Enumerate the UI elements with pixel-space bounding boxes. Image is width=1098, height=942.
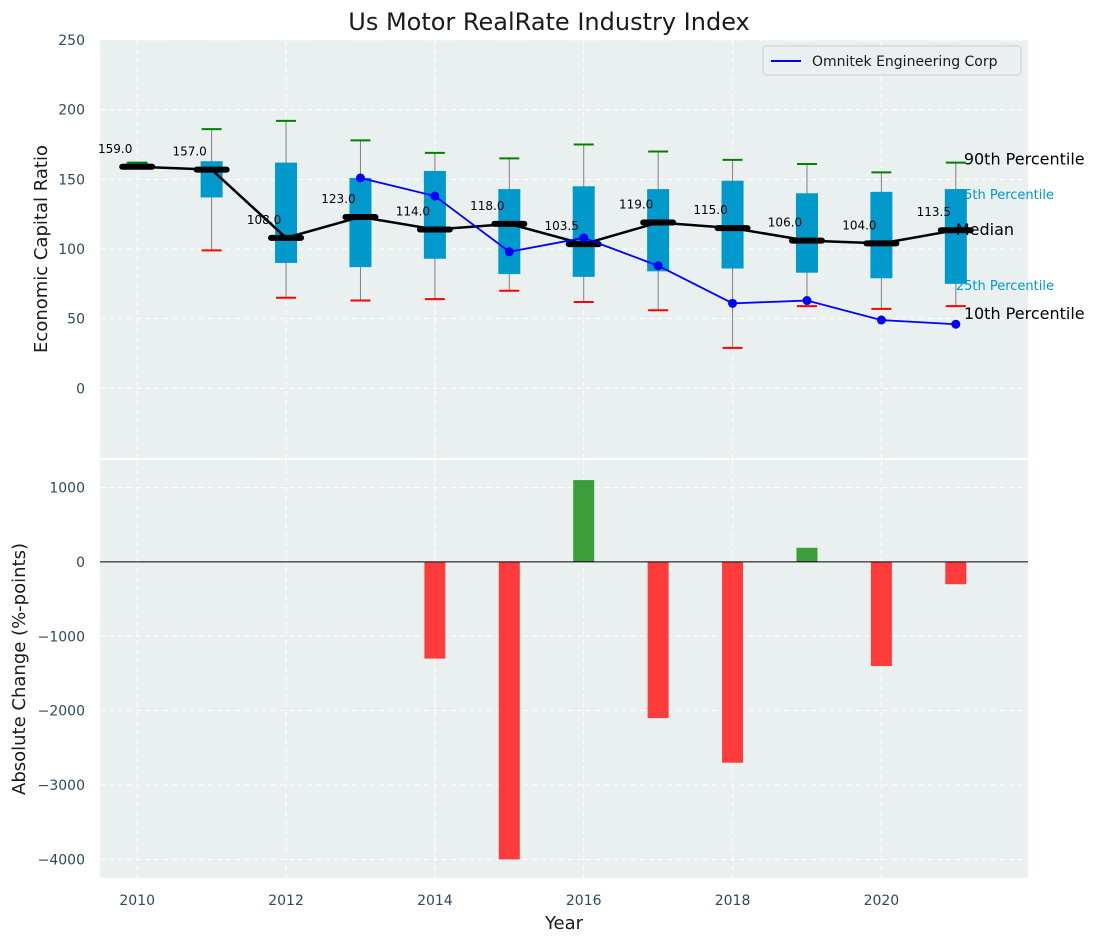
change-bar [722,561,744,763]
top-panel: 0 50 100 150 200 250 159.0 157.0 108.0 123.0 114.… [31,33,1085,458]
company-point [579,233,589,243]
x-tick-label: 2016 [566,893,602,909]
x-tick-label: 2020 [864,893,900,909]
x-tick-label: 2012 [268,893,304,909]
iqr-box [498,189,521,275]
top-y-tick-label: 100 [58,242,85,258]
x-tick-label: 2010 [119,893,155,909]
change-bar [498,561,520,860]
bottom-y-tick-label: 0 [76,555,85,571]
company-point [951,319,961,329]
median-value-label: 119.0 [619,198,653,212]
median-value-label: 106.0 [768,216,802,230]
bottom-y-ticks: −4000 −3000 −2000 −1000 0 1000 [38,481,85,869]
legend-company-label: Omnitek Engineering Corp [812,54,998,70]
legend-frame [762,45,1022,76]
x-ticks: 2010 2012 2014 2016 2018 2020 [119,893,899,909]
top-y-tick-label: 0 [76,381,85,397]
percentile-labels: 90th Percentile 75th Percentile Median 25th… [956,150,1085,324]
top-y-tick-label: 50 [67,312,85,328]
iqr-box [870,191,893,279]
x-axis-label: Year [544,913,584,934]
x-tick-label: 2014 [417,893,453,909]
median-value-label: 157.0 [172,145,206,159]
median-value-label: 108.0 [247,213,281,227]
bottom-y-axis-label: Absolute Change (%-points) [9,543,30,795]
median-value-label: 103.5 [545,219,579,233]
median-label: Median [956,220,1014,239]
iqr-box [647,189,670,272]
company-series [355,173,961,329]
median-value-label: 115.0 [693,203,727,217]
p90-label: 90th Percentile [964,150,1085,169]
company-point [728,298,738,308]
change-bar [573,480,595,562]
company-point [802,296,812,306]
iqr-box [349,177,372,268]
median-value-label: 159.0 [98,142,132,156]
iqr-box [423,170,446,259]
change-bar [945,561,967,585]
median-labels: 159.0 157.0 108.0 123.0 114.0 118.0 103.5 119.0… [98,142,951,233]
median-value-label: 123.0 [321,192,355,206]
p25-label: 25th Percentile [956,279,1054,294]
iqr-box [795,193,818,273]
median-value-label: 113.5 [917,205,951,219]
top-y-tick-label: 250 [58,33,85,49]
iqr-box [721,180,744,269]
company-point [504,247,514,257]
median-value-label: 114.0 [396,204,430,218]
median-series [119,163,974,248]
p10-label: 10th Percentile [964,304,1085,323]
iqr-box [572,186,595,277]
company-point [653,261,663,271]
bottom-y-tick-label: −1000 [38,629,85,645]
bottom-y-tick-label: −4000 [38,852,85,868]
top-y-tick-label: 200 [58,103,85,119]
top-y-ticks: 0 50 100 150 200 250 [58,33,85,397]
change-bar [424,561,446,659]
change-bar [796,547,818,562]
company-point [876,315,886,325]
top-y-tick-label: 150 [58,172,85,188]
top-y-axis-label: Economic Capital Ratio [31,145,52,353]
x-tick-label: 2018 [715,893,751,909]
bottom-y-tick-label: 1000 [49,481,85,497]
change-bars [100,480,1028,860]
change-bar [870,561,892,667]
company-point [430,191,440,201]
legend: Omnitek Engineering Corp [762,45,1022,76]
company-point [355,173,365,183]
p75-label: 75th Percentile [956,188,1054,203]
median-value-label: 118.0 [470,199,504,213]
median-value-label: 104.0 [842,218,876,232]
bottom-y-tick-label: −2000 [38,704,85,720]
chart-title: Us Motor RealRate Industry Index [348,8,750,36]
change-bar [647,561,669,719]
bottom-plot-background [100,460,1028,878]
iqr-box [944,189,967,284]
bottom-y-tick-label: −3000 [38,778,85,794]
